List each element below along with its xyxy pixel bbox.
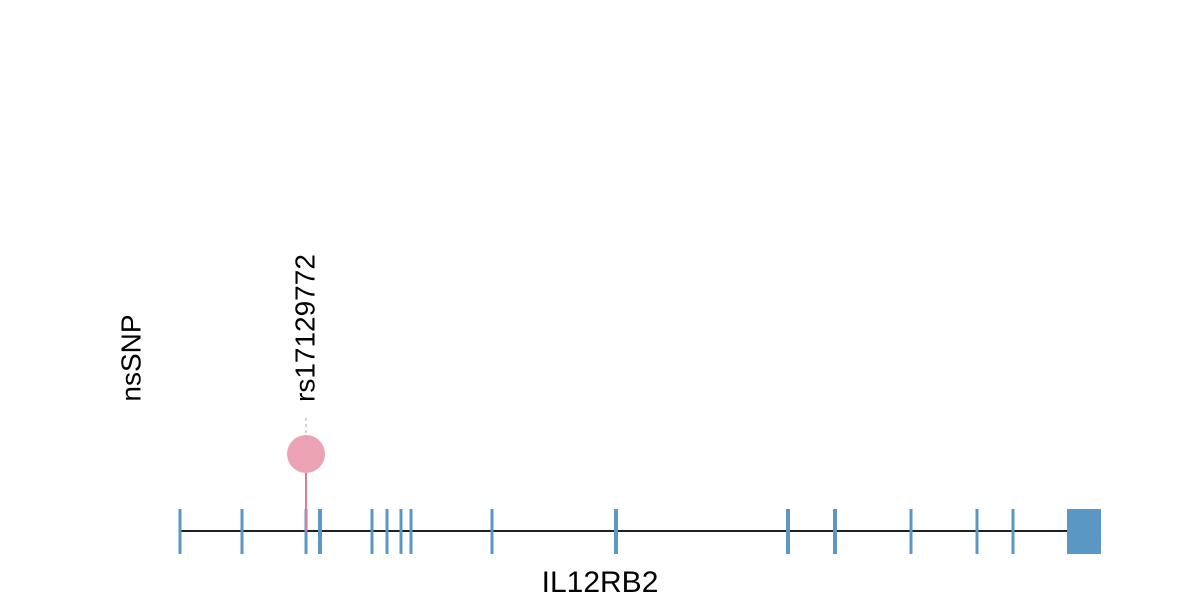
exon-mark: [409, 509, 413, 554]
exon-mark: [304, 509, 308, 554]
exon-mark: [178, 509, 182, 554]
exon-mark: [490, 509, 494, 554]
exon-mark: [975, 509, 979, 554]
exon-track: [178, 509, 1101, 554]
exon-mark: [399, 509, 403, 554]
snp-label: rs17129772: [289, 254, 320, 402]
exon-mark: [909, 509, 913, 554]
exon-mark: [614, 509, 618, 554]
exon-utr-block: [1067, 509, 1101, 554]
exon-mark: [833, 509, 837, 554]
exon-mark: [318, 509, 322, 554]
exon-mark: [370, 509, 374, 554]
gene-name-label: IL12RB2: [542, 566, 659, 599]
snp-marker: [287, 435, 325, 473]
exon-mark: [385, 509, 389, 554]
exon-mark: [240, 509, 244, 554]
snp-track: rs17129772: [287, 254, 325, 531]
exon-mark: [786, 509, 790, 554]
exon-mark: [1011, 509, 1015, 554]
track-label: nsSNP: [115, 314, 146, 401]
